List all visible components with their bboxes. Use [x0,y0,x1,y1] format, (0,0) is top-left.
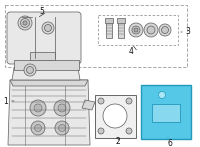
Circle shape [159,24,171,36]
Circle shape [58,125,66,132]
Circle shape [34,104,42,112]
Circle shape [126,128,132,134]
Circle shape [58,104,66,112]
Circle shape [21,19,30,27]
Circle shape [31,121,45,135]
Polygon shape [82,100,95,110]
Circle shape [98,128,104,134]
Text: 5: 5 [40,7,44,16]
Circle shape [55,121,69,135]
Bar [152,104,180,122]
Bar [106,22,112,38]
Circle shape [162,26,168,34]
Bar [98,15,178,45]
Bar [105,18,113,23]
FancyBboxPatch shape [14,60,78,70]
Polygon shape [10,80,88,86]
Circle shape [23,21,27,25]
Circle shape [144,23,158,37]
Circle shape [42,22,54,34]
Text: 3: 3 [186,27,190,36]
Bar [118,22,124,38]
FancyBboxPatch shape [141,85,191,139]
Circle shape [18,16,32,30]
Text: 2: 2 [116,137,120,147]
Circle shape [54,100,70,116]
FancyBboxPatch shape [95,95,136,137]
Text: 6: 6 [168,138,172,147]
Circle shape [147,26,155,34]
Circle shape [158,91,166,98]
Circle shape [35,125,42,132]
Circle shape [24,64,36,76]
Text: 1: 1 [4,96,8,106]
Circle shape [129,23,143,37]
Circle shape [26,66,34,74]
Text: 4: 4 [129,47,133,56]
Polygon shape [8,80,90,145]
Circle shape [134,28,138,32]
Circle shape [44,25,52,31]
Bar [30,52,55,60]
Circle shape [98,98,104,104]
Bar [5,5,187,67]
Circle shape [126,98,132,104]
Polygon shape [12,68,80,80]
Bar [117,18,125,23]
Circle shape [132,26,140,34]
FancyBboxPatch shape [7,12,81,64]
Circle shape [30,100,46,116]
Circle shape [103,104,127,128]
